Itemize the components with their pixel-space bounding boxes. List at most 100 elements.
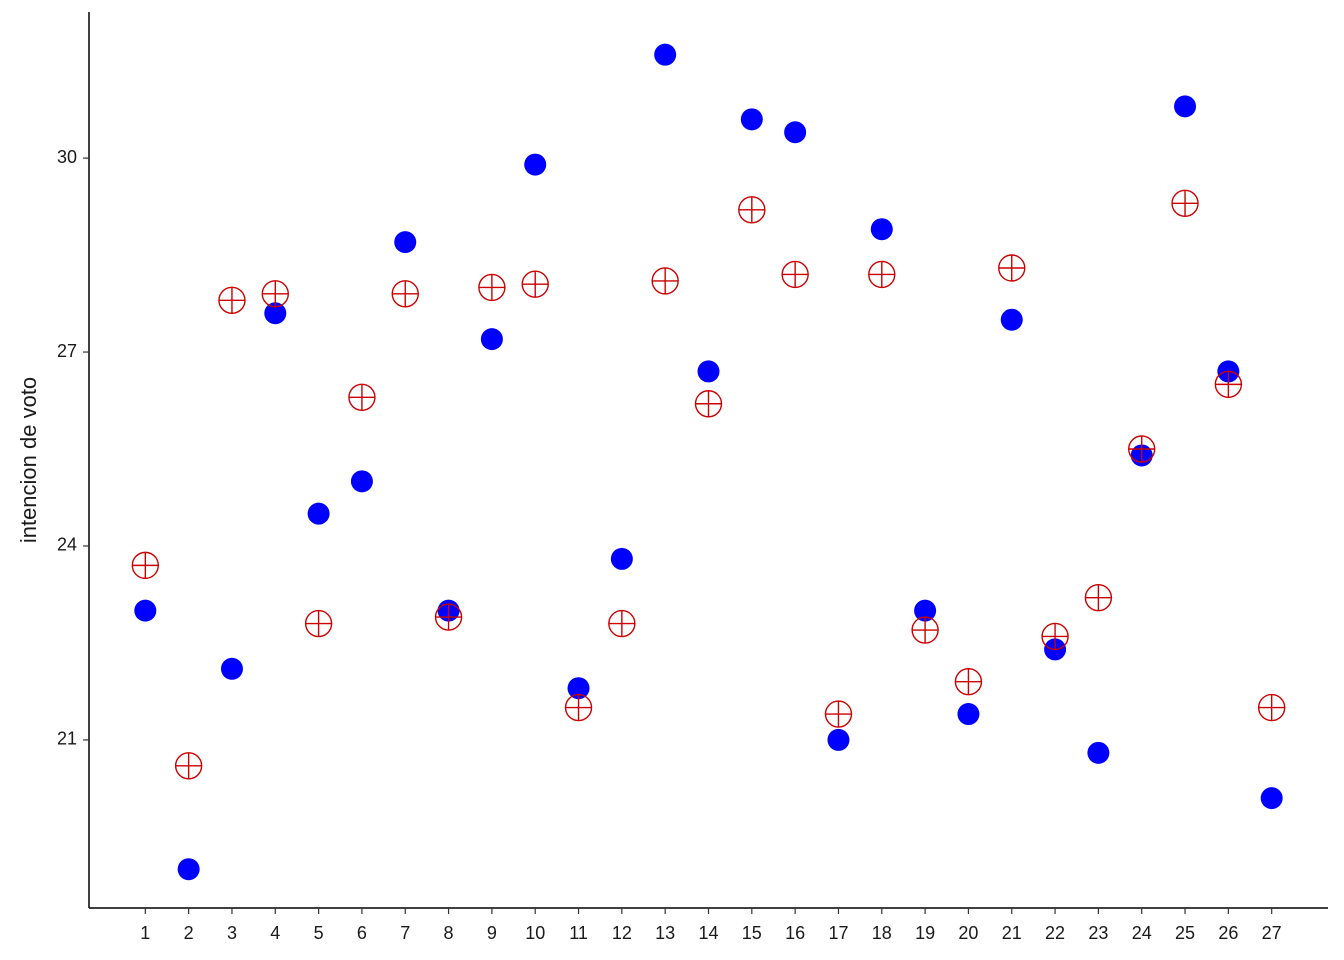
x-tick-label: 6 xyxy=(357,923,367,943)
point-cross xyxy=(392,280,419,307)
point xyxy=(567,677,590,700)
point xyxy=(740,108,763,131)
point-dot xyxy=(480,328,503,351)
point-cross xyxy=(1172,190,1199,217)
point-cross xyxy=(348,384,375,411)
point-dot xyxy=(524,153,547,176)
point-dot xyxy=(1174,95,1197,118)
point xyxy=(998,254,1026,282)
x-tick-label: 20 xyxy=(958,923,978,943)
point-dot xyxy=(394,231,417,254)
x-tick-label: 21 xyxy=(1002,923,1022,943)
point-cross xyxy=(998,255,1025,281)
point-dot xyxy=(567,677,590,700)
x-tick-label: 23 xyxy=(1088,923,1108,943)
point xyxy=(651,267,679,295)
point-dot xyxy=(740,108,763,131)
point-dot xyxy=(914,599,937,622)
point-cross xyxy=(262,280,289,307)
point xyxy=(1128,435,1156,463)
point xyxy=(524,153,547,176)
x-tick-label: 13 xyxy=(655,923,675,943)
point-cross xyxy=(175,752,202,779)
x-tick-label: 5 xyxy=(314,923,324,943)
point xyxy=(564,693,593,722)
point-cross xyxy=(608,610,635,637)
point xyxy=(694,390,723,418)
point xyxy=(784,121,807,144)
point xyxy=(261,280,289,308)
point-cross xyxy=(782,261,809,288)
point-dot xyxy=(350,470,373,493)
point xyxy=(654,43,677,66)
point-cross xyxy=(695,390,722,417)
y-tick-label: 27 xyxy=(57,341,77,361)
point xyxy=(348,383,376,411)
point xyxy=(478,273,506,302)
point xyxy=(1087,741,1110,764)
point-cross xyxy=(565,694,592,721)
x-tick-label: 14 xyxy=(698,923,718,943)
point xyxy=(781,260,809,289)
x-tick-label: 9 xyxy=(487,923,497,943)
point-dot xyxy=(1260,787,1283,810)
point xyxy=(480,328,503,351)
point-cross xyxy=(652,267,679,294)
point-cross xyxy=(218,287,245,314)
point-dot xyxy=(957,703,980,726)
x-tick-label: 24 xyxy=(1132,923,1152,943)
point xyxy=(608,609,636,638)
x-tick-label: 7 xyxy=(400,923,410,943)
x-tick-label: 17 xyxy=(828,923,848,943)
point-dot xyxy=(1087,741,1110,764)
point-dot xyxy=(264,302,287,325)
x-tick-label: 16 xyxy=(785,923,805,943)
x-tick-label: 19 xyxy=(915,923,935,943)
point-cross xyxy=(825,701,852,728)
point-dot xyxy=(654,43,677,66)
point xyxy=(307,502,330,525)
x-tick-label: 10 xyxy=(525,923,545,943)
point-dot xyxy=(220,657,243,680)
point xyxy=(1084,583,1113,612)
y-axis-title: intencion de voto xyxy=(16,377,41,543)
x-tick-label: 15 xyxy=(742,923,762,943)
point-cross xyxy=(435,604,462,631)
point xyxy=(738,196,766,224)
point xyxy=(1041,622,1069,651)
x-tick-label: 25 xyxy=(1175,923,1195,943)
x-tick-label: 27 xyxy=(1262,923,1282,943)
point xyxy=(868,260,896,289)
x-tick-label: 11 xyxy=(569,923,588,943)
point xyxy=(434,603,463,631)
point-cross xyxy=(522,271,549,298)
point xyxy=(131,551,160,580)
y-tick-label: 24 xyxy=(57,535,77,555)
point xyxy=(911,616,939,644)
x-tick-label: 12 xyxy=(612,923,632,943)
point-cross xyxy=(1042,623,1069,650)
point-cross xyxy=(478,274,505,301)
point xyxy=(1257,693,1286,722)
point xyxy=(220,657,243,680)
point xyxy=(394,231,417,254)
point xyxy=(1260,787,1283,810)
point xyxy=(1171,189,1199,218)
point xyxy=(1000,308,1023,331)
point-dot xyxy=(870,218,893,241)
point xyxy=(264,302,287,325)
point-dot xyxy=(307,502,330,525)
point xyxy=(827,728,850,751)
point-cross xyxy=(1128,436,1155,463)
point-cross xyxy=(1085,584,1112,611)
point xyxy=(957,703,980,726)
point-cross xyxy=(738,196,765,223)
point-dot xyxy=(784,121,807,144)
x-tick-label: 2 xyxy=(184,923,194,943)
point-cross xyxy=(305,610,332,637)
point xyxy=(824,700,853,728)
point-cross xyxy=(1215,371,1242,398)
point xyxy=(697,360,720,383)
point xyxy=(914,599,937,622)
